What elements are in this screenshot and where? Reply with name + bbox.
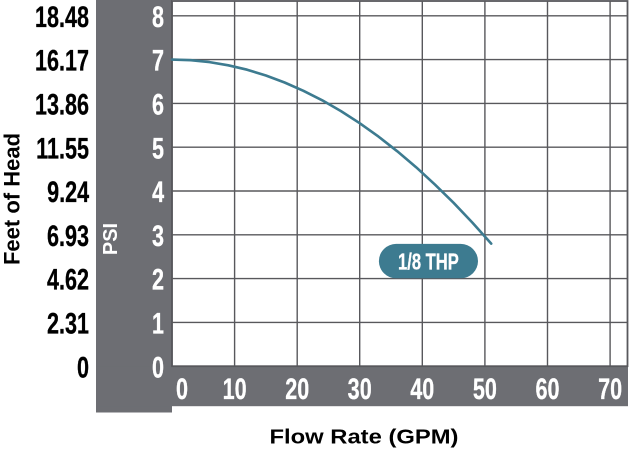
svg-text:3: 3 bbox=[152, 218, 164, 252]
svg-text:0: 0 bbox=[176, 372, 188, 406]
svg-text:20: 20 bbox=[285, 372, 309, 406]
svg-text:6: 6 bbox=[152, 87, 164, 121]
svg-text:2.31: 2.31 bbox=[47, 306, 89, 340]
svg-text:10: 10 bbox=[223, 372, 247, 406]
svg-text:40: 40 bbox=[410, 372, 434, 406]
svg-text:60: 60 bbox=[535, 372, 559, 406]
svg-text:50: 50 bbox=[473, 372, 497, 406]
svg-text:7: 7 bbox=[152, 43, 164, 77]
svg-text:PSI: PSI bbox=[100, 223, 122, 255]
svg-text:2: 2 bbox=[152, 262, 164, 296]
svg-text:1: 1 bbox=[152, 306, 164, 340]
svg-text:9.24: 9.24 bbox=[47, 175, 89, 209]
svg-text:Feet of Head: Feet of Head bbox=[0, 133, 25, 265]
svg-text:30: 30 bbox=[348, 372, 372, 406]
svg-text:18.48: 18.48 bbox=[35, 0, 89, 34]
svg-text:13.86: 13.86 bbox=[35, 87, 89, 121]
svg-text:4: 4 bbox=[152, 175, 164, 209]
svg-text:0: 0 bbox=[77, 350, 89, 384]
svg-text:16.17: 16.17 bbox=[35, 43, 89, 77]
svg-text:Flow Rate (GPM): Flow Rate (GPM) bbox=[270, 425, 459, 448]
svg-text:11.55: 11.55 bbox=[36, 131, 89, 165]
svg-text:1/8 THP: 1/8 THP bbox=[398, 250, 459, 275]
svg-text:4.62: 4.62 bbox=[47, 262, 89, 296]
svg-text:5: 5 bbox=[152, 131, 164, 165]
svg-text:8: 8 bbox=[152, 0, 164, 34]
svg-text:6.93: 6.93 bbox=[47, 218, 89, 252]
svg-text:0: 0 bbox=[152, 350, 164, 384]
svg-text:70: 70 bbox=[598, 372, 622, 406]
